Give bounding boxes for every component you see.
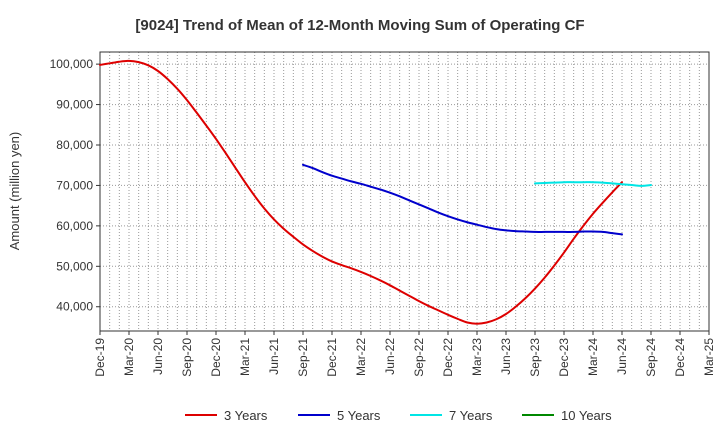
series-line-5-years xyxy=(302,163,623,236)
chart-title: [9024] Trend of Mean of 12-Month Moving … xyxy=(135,17,584,34)
y-tick-label: 70,000 xyxy=(56,178,93,192)
legend-label-3-years: 3 Years xyxy=(224,408,268,423)
x-tick-label: Sep-22 xyxy=(412,338,426,377)
x-tick-label: Dec-21 xyxy=(325,338,339,377)
x-tick-label: Dec-20 xyxy=(209,338,223,377)
series-line-3-years xyxy=(99,59,623,325)
x-tick-label: Jun-22 xyxy=(383,338,397,375)
x-tick-label: Jun-20 xyxy=(151,338,165,375)
y-axis-ticks: 40,000 50,000 60,000 70,000 80,000 90,000 100,… xyxy=(50,57,100,314)
y-axis-label: Amount (million yen) xyxy=(7,132,22,251)
x-tick-label: Mar-21 xyxy=(238,338,252,376)
y-tick-label: 80,000 xyxy=(56,138,93,152)
plot-frame xyxy=(99,51,710,332)
x-tick-label: Sep-20 xyxy=(180,338,194,377)
x-tick-label: Sep-21 xyxy=(296,338,310,377)
y-tick-label: 50,000 xyxy=(56,259,93,273)
x-tick-label: Jun-21 xyxy=(267,338,281,375)
x-tick-label: Mar-24 xyxy=(586,338,600,376)
legend-label-10-years: 10 Years xyxy=(561,408,612,423)
series-lines xyxy=(99,59,652,325)
grid xyxy=(99,52,710,331)
x-tick-label: Mar-23 xyxy=(470,338,484,376)
x-tick-label: Jun-24 xyxy=(615,338,629,375)
y-tick-label: 40,000 xyxy=(56,300,93,314)
y-tick-label: 100,000 xyxy=(50,57,94,71)
x-tick-label: Mar-22 xyxy=(354,338,368,376)
x-tick-label: Mar-25 xyxy=(702,338,716,376)
legend-label-5-years: 5 Years xyxy=(337,408,381,423)
x-axis-ticks: Dec-19 Mar-20 Jun-20 Sep-20 Dec-20 Mar-21 Jun-… xyxy=(93,331,716,377)
x-tick-label: Mar-20 xyxy=(122,338,136,376)
x-tick-label: Sep-24 xyxy=(644,338,658,377)
x-tick-label: Dec-23 xyxy=(557,338,571,377)
x-tick-label: Dec-24 xyxy=(673,338,687,377)
x-tick-label: Jun-23 xyxy=(499,338,513,375)
legend-label-7-years: 7 Years xyxy=(449,408,493,423)
y-tick-label: 60,000 xyxy=(56,219,93,233)
x-tick-label: Dec-19 xyxy=(93,338,107,377)
legend: 3 Years 5 Years 7 Years 10 Years xyxy=(185,408,612,423)
series-line-7-years xyxy=(534,181,652,187)
x-tick-label: Dec-22 xyxy=(441,338,455,377)
x-tick-label: Sep-23 xyxy=(528,338,542,377)
y-tick-label: 90,000 xyxy=(56,98,93,112)
